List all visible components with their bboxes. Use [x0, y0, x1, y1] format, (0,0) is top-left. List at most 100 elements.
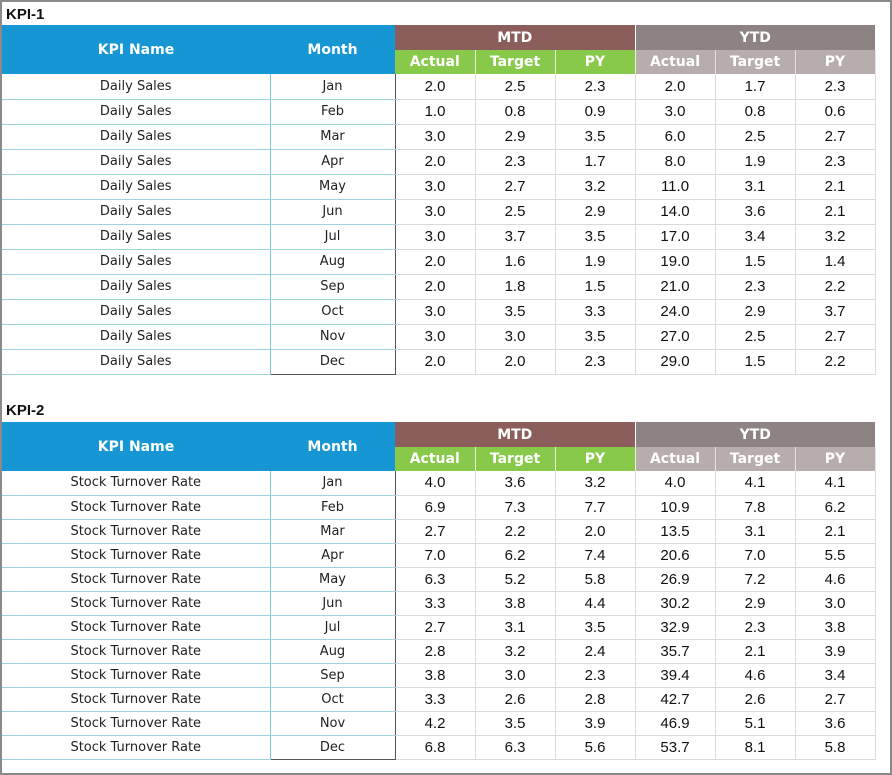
ytd-target-cell[interactable]: 1.9 — [715, 149, 796, 175]
mtd-target-cell[interactable]: 2.0 — [475, 349, 556, 375]
mtd-actual-cell[interactable]: 2.8 — [395, 639, 476, 664]
ytd-actual-cell[interactable]: 21.0 — [635, 274, 716, 300]
kpi-name-cell[interactable]: Daily Sales — [2, 74, 271, 100]
ytd-actual-cell[interactable]: 17.0 — [635, 224, 716, 250]
mtd-py-cell[interactable]: 2.8 — [555, 687, 636, 712]
ytd-actual-cell[interactable]: 2.0 — [635, 74, 716, 100]
kpi-name-cell[interactable]: Stock Turnover Rate — [2, 471, 271, 496]
ytd-target-cell[interactable]: 2.6 — [715, 687, 796, 712]
month-cell[interactable]: Mar — [270, 519, 396, 544]
mtd-actual-cell[interactable]: 2.0 — [395, 149, 476, 175]
ytd-py-cell[interactable]: 3.6 — [795, 711, 876, 736]
ytd-actual-cell[interactable]: 53.7 — [635, 735, 716, 760]
ytd-actual-cell[interactable]: 11.0 — [635, 174, 716, 200]
ytd-py-cell[interactable]: 5.5 — [795, 543, 876, 568]
ytd-actual-cell[interactable]: 13.5 — [635, 519, 716, 544]
mtd-actual-cell[interactable]: 1.0 — [395, 99, 476, 125]
mtd-actual-cell[interactable]: 3.0 — [395, 199, 476, 225]
ytd-py-cell[interactable]: 5.8 — [795, 735, 876, 760]
mtd-target-cell[interactable]: 3.1 — [475, 615, 556, 640]
month-cell[interactable]: Feb — [270, 99, 396, 125]
mtd-target-cell[interactable]: 1.8 — [475, 274, 556, 300]
mtd-actual-cell[interactable]: 3.8 — [395, 663, 476, 688]
mtd-actual-cell[interactable]: 6.3 — [395, 567, 476, 592]
kpi-name-cell[interactable]: Stock Turnover Rate — [2, 495, 271, 520]
month-cell[interactable]: Aug — [270, 249, 396, 275]
ytd-py-cell[interactable]: 4.6 — [795, 567, 876, 592]
month-cell[interactable]: Jun — [270, 199, 396, 225]
month-cell[interactable]: May — [270, 567, 396, 592]
month-cell[interactable]: Sep — [270, 663, 396, 688]
ytd-py-cell[interactable]: 2.2 — [795, 274, 876, 300]
month-cell[interactable]: Feb — [270, 495, 396, 520]
mtd-target-cell[interactable]: 3.0 — [475, 663, 556, 688]
ytd-py-cell[interactable]: 2.1 — [795, 519, 876, 544]
ytd-py-cell[interactable]: 1.4 — [795, 249, 876, 275]
month-cell[interactable]: May — [270, 174, 396, 200]
ytd-actual-cell[interactable]: 30.2 — [635, 591, 716, 616]
month-cell[interactable]: Jun — [270, 591, 396, 616]
ytd-actual-cell[interactable]: 32.9 — [635, 615, 716, 640]
mtd-py-cell[interactable]: 3.5 — [555, 615, 636, 640]
mtd-target-cell[interactable]: 2.2 — [475, 519, 556, 544]
month-cell[interactable]: Aug — [270, 639, 396, 664]
kpi-name-cell[interactable]: Daily Sales — [2, 274, 271, 300]
mtd-py-cell[interactable]: 2.3 — [555, 74, 636, 100]
mtd-py-cell[interactable]: 3.3 — [555, 299, 636, 325]
mtd-actual-cell[interactable]: 3.0 — [395, 224, 476, 250]
ytd-py-cell[interactable]: 3.0 — [795, 591, 876, 616]
month-cell[interactable]: Jul — [270, 615, 396, 640]
kpi-name-cell[interactable]: Stock Turnover Rate — [2, 543, 271, 568]
mtd-target-cell[interactable]: 6.3 — [475, 735, 556, 760]
ytd-py-cell[interactable]: 3.8 — [795, 615, 876, 640]
mtd-target-cell[interactable]: 7.3 — [475, 495, 556, 520]
mtd-actual-cell[interactable]: 4.0 — [395, 471, 476, 496]
mtd-actual-cell[interactable]: 6.9 — [395, 495, 476, 520]
ytd-target-cell[interactable]: 2.9 — [715, 591, 796, 616]
mtd-py-cell[interactable]: 5.6 — [555, 735, 636, 760]
month-cell[interactable]: Oct — [270, 687, 396, 712]
ytd-target-cell[interactable]: 3.1 — [715, 519, 796, 544]
mtd-py-cell[interactable]: 3.5 — [555, 124, 636, 150]
month-cell[interactable]: Sep — [270, 274, 396, 300]
ytd-actual-cell[interactable]: 29.0 — [635, 349, 716, 375]
ytd-py-cell[interactable]: 2.3 — [795, 74, 876, 100]
mtd-py-cell[interactable]: 0.9 — [555, 99, 636, 125]
ytd-actual-cell[interactable]: 6.0 — [635, 124, 716, 150]
mtd-py-cell[interactable]: 4.4 — [555, 591, 636, 616]
mtd-actual-cell[interactable]: 7.0 — [395, 543, 476, 568]
kpi-name-cell[interactable]: Stock Turnover Rate — [2, 663, 271, 688]
kpi-name-cell[interactable]: Daily Sales — [2, 199, 271, 225]
ytd-actual-cell[interactable]: 46.9 — [635, 711, 716, 736]
mtd-actual-cell[interactable]: 3.0 — [395, 324, 476, 350]
month-cell[interactable]: Nov — [270, 324, 396, 350]
mtd-actual-cell[interactable]: 2.7 — [395, 615, 476, 640]
mtd-target-cell[interactable]: 3.5 — [475, 299, 556, 325]
mtd-py-cell[interactable]: 3.9 — [555, 711, 636, 736]
mtd-py-cell[interactable]: 2.3 — [555, 663, 636, 688]
ytd-target-cell[interactable]: 4.6 — [715, 663, 796, 688]
mtd-actual-cell[interactable]: 3.3 — [395, 687, 476, 712]
month-cell[interactable]: Apr — [270, 149, 396, 175]
ytd-actual-cell[interactable]: 35.7 — [635, 639, 716, 664]
mtd-actual-cell[interactable]: 2.0 — [395, 249, 476, 275]
mtd-actual-cell[interactable]: 6.8 — [395, 735, 476, 760]
ytd-py-cell[interactable]: 4.1 — [795, 471, 876, 496]
ytd-py-cell[interactable]: 3.9 — [795, 639, 876, 664]
mtd-py-cell[interactable]: 2.0 — [555, 519, 636, 544]
kpi-name-cell[interactable]: Daily Sales — [2, 124, 271, 150]
ytd-target-cell[interactable]: 7.8 — [715, 495, 796, 520]
month-cell[interactable]: Dec — [270, 349, 396, 375]
ytd-target-cell[interactable]: 0.8 — [715, 99, 796, 125]
ytd-target-cell[interactable]: 1.5 — [715, 249, 796, 275]
ytd-py-cell[interactable]: 3.7 — [795, 299, 876, 325]
ytd-target-cell[interactable]: 2.5 — [715, 124, 796, 150]
ytd-target-cell[interactable]: 2.3 — [715, 274, 796, 300]
month-cell[interactable]: Mar — [270, 124, 396, 150]
month-cell[interactable]: Jan — [270, 471, 396, 496]
ytd-target-cell[interactable]: 1.5 — [715, 349, 796, 375]
mtd-target-cell[interactable]: 3.2 — [475, 639, 556, 664]
month-cell[interactable]: Apr — [270, 543, 396, 568]
ytd-actual-cell[interactable]: 39.4 — [635, 663, 716, 688]
ytd-target-cell[interactable]: 3.6 — [715, 199, 796, 225]
